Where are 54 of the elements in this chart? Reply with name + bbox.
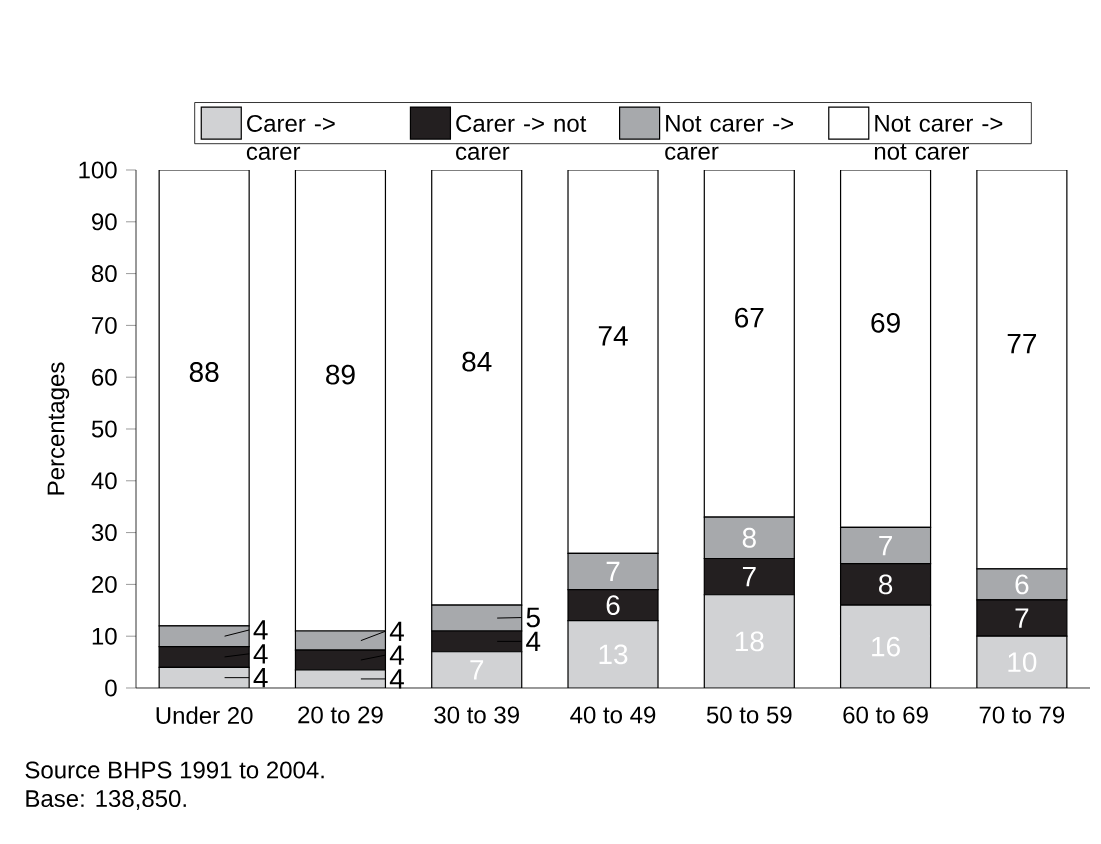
data-label: 74 <box>598 326 628 346</box>
y-tick-label: 20 <box>92 575 117 593</box>
data-label: 67 <box>735 307 764 328</box>
source-note: Source BHPS 1991 to 2004. <box>25 761 324 779</box>
data-label: 7 <box>606 561 620 582</box>
bar <box>840 605 931 688</box>
x-tick-label: 50 to 59 <box>706 706 792 724</box>
data-label: 7 <box>879 535 892 556</box>
data-label: 4 <box>253 644 268 664</box>
data-label: 6 <box>606 595 620 616</box>
data-label: 4 <box>253 668 268 688</box>
y-tick-label: 40 <box>91 472 117 490</box>
bar <box>568 620 659 688</box>
data-label: 4 <box>253 620 268 640</box>
data-label: 4 <box>526 631 541 652</box>
x-tick-label: 30 to 39 <box>434 706 519 724</box>
y-tick-label: 0 <box>105 679 117 697</box>
bar <box>704 594 795 688</box>
legend-label: Carer -> not carer <box>456 114 587 160</box>
data-label: 6 <box>1015 574 1029 595</box>
data-label: 4 <box>389 621 404 641</box>
data-label: 69 <box>871 312 900 333</box>
data-label: 89 <box>326 364 355 385</box>
legend-label: Carer -> carer <box>246 114 335 160</box>
data-label: 77 <box>1007 333 1037 354</box>
y-tick-label: 50 <box>91 420 117 438</box>
y-axis-title: Percentages <box>47 362 70 495</box>
text: Base: 138,850. <box>26 790 186 810</box>
bar <box>431 651 522 688</box>
x-tick-label: 60 to 69 <box>843 706 928 724</box>
data-label: 8 <box>742 527 756 548</box>
y-tick-label: 80 <box>91 265 117 283</box>
x-tick-label: 40 to 49 <box>570 706 656 724</box>
legend-label: Not carer -> carer <box>665 115 794 160</box>
y-tick-label: 30 <box>91 524 117 542</box>
x-tick-label: 20 to 29 <box>298 706 383 724</box>
data-label: 4 <box>389 645 404 665</box>
y-tick-label: 90 <box>92 213 117 231</box>
y-tick-label: 10 <box>92 627 117 645</box>
y-tick-label: 70 <box>92 316 117 334</box>
legend-label: Not carer -> not carer <box>874 115 1003 160</box>
data-label: 8 <box>879 574 893 595</box>
data-label: 4 <box>389 669 404 689</box>
data-label: 84 <box>462 351 492 372</box>
bar <box>976 635 1068 688</box>
data-label: 5 <box>526 607 540 628</box>
x-tick-label: 70 to 79 <box>979 706 1065 724</box>
y-tick-label: 60 <box>92 368 117 386</box>
data-label: 7 <box>1015 608 1029 628</box>
bar <box>159 667 250 688</box>
y-tick-label: 100 <box>79 161 117 179</box>
x-tick-label: Under 20 <box>156 706 253 725</box>
data-label: 7 <box>742 567 756 587</box>
data-label: 88 <box>189 362 219 382</box>
